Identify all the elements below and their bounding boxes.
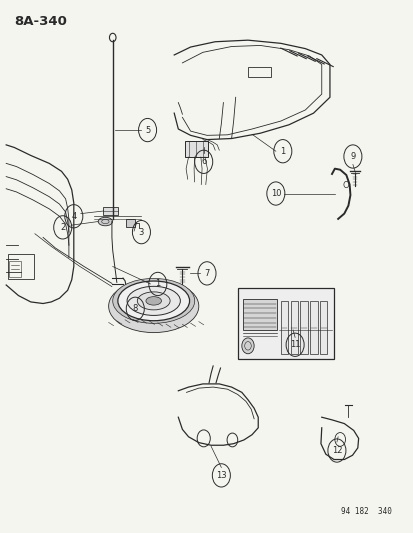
Text: 5: 5 — [145, 126, 150, 134]
Text: 11: 11 — [289, 340, 300, 349]
Bar — [309, 301, 317, 354]
Text: 2: 2 — [60, 223, 65, 232]
Bar — [280, 301, 287, 354]
Text: 3: 3 — [138, 228, 144, 237]
Text: 9: 9 — [349, 152, 355, 161]
Ellipse shape — [108, 280, 198, 333]
Ellipse shape — [112, 278, 194, 324]
Bar — [290, 301, 297, 354]
Circle shape — [241, 338, 254, 354]
Text: 4: 4 — [71, 212, 76, 221]
Bar — [9, 261, 21, 277]
Text: 7: 7 — [204, 269, 209, 278]
Bar — [8, 254, 33, 279]
Bar — [300, 301, 307, 354]
Bar — [242, 300, 277, 330]
Ellipse shape — [98, 217, 112, 226]
Ellipse shape — [118, 281, 189, 321]
Text: 12: 12 — [331, 446, 341, 455]
Ellipse shape — [145, 297, 161, 305]
Text: 8: 8 — [132, 304, 138, 313]
Bar — [103, 207, 118, 215]
Text: 8A-340: 8A-340 — [14, 15, 67, 28]
Bar — [319, 301, 327, 354]
Text: 1: 1 — [155, 279, 160, 288]
Text: 1: 1 — [280, 147, 285, 156]
Bar — [185, 141, 207, 157]
Bar — [247, 67, 270, 77]
Text: 13: 13 — [216, 471, 226, 480]
Ellipse shape — [137, 292, 170, 310]
Text: 10: 10 — [270, 189, 280, 198]
Text: 6: 6 — [201, 157, 206, 166]
Bar — [126, 219, 135, 228]
Ellipse shape — [127, 286, 180, 316]
Text: 94 182  340: 94 182 340 — [340, 507, 390, 516]
Bar — [237, 288, 333, 359]
